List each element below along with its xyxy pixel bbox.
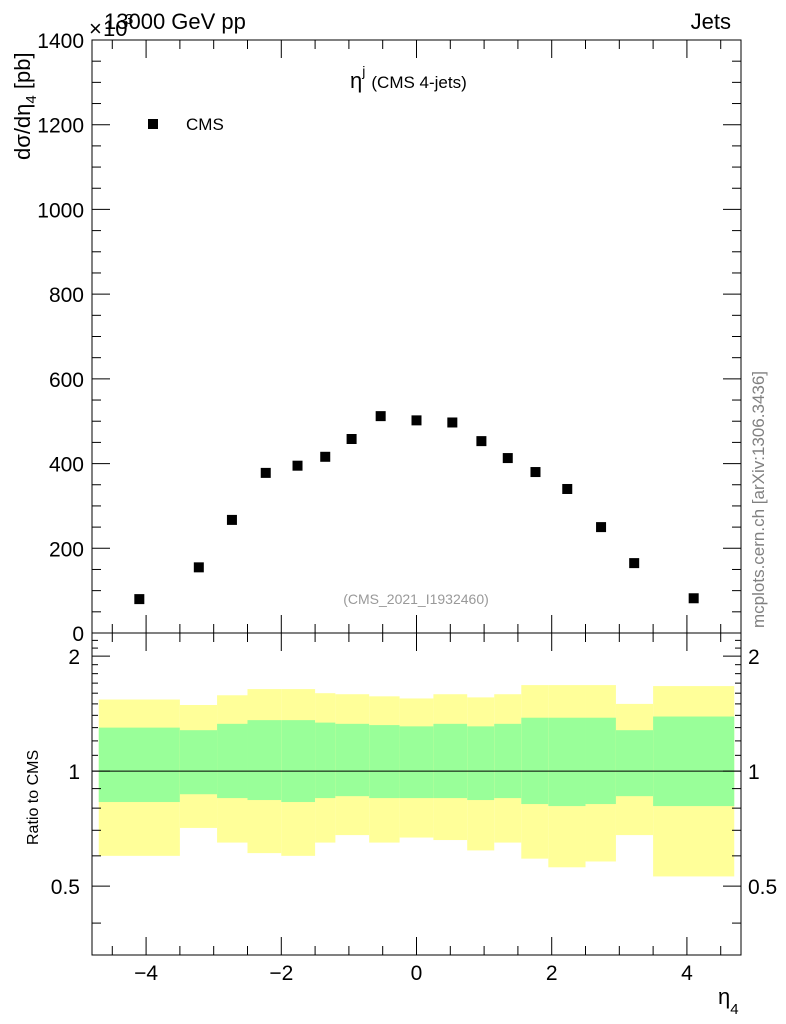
data-point <box>346 434 357 445</box>
data-point <box>292 460 303 471</box>
data-point <box>134 594 145 605</box>
inner-band-bin <box>315 722 336 799</box>
x-axis-label: η4 <box>718 984 739 1018</box>
inner-band-bin <box>585 717 616 805</box>
y-tick-label: 600 <box>49 369 84 392</box>
data-point <box>193 562 204 573</box>
inner-band-bin <box>247 720 282 801</box>
x-tick-label: 2 <box>546 962 558 985</box>
data-point <box>447 417 458 428</box>
inner-band-bin <box>217 723 248 799</box>
y-tick-label: 200 <box>49 538 84 561</box>
data-point <box>502 453 513 464</box>
ratio-y-tick-label-right: 2 <box>748 646 760 669</box>
data-point <box>688 593 699 604</box>
y-tick-label: 1400 <box>37 30 84 53</box>
main-ticks: 0 200 400 600 800 1000 1200 1400 <box>37 30 741 646</box>
plot-title: ηj(CMS 4-jets) <box>350 63 467 93</box>
header-energy: 13000 GeV pp <box>104 9 246 34</box>
ratio-y-tick-label: 1 <box>68 761 80 784</box>
header-category: Jets <box>691 9 731 34</box>
data-point <box>260 467 271 478</box>
watermark: mcplots.cern.ch [arXiv:1306.3436] <box>749 371 768 628</box>
data-point <box>562 483 573 494</box>
legend-marker <box>148 119 158 129</box>
inner-band-bin <box>281 720 316 803</box>
ratio-bands <box>98 685 735 877</box>
main-points <box>134 411 699 605</box>
ratio-y-tick-label: 0.5 <box>51 876 80 899</box>
data-point <box>375 411 386 422</box>
x-tick-label: 0 <box>411 962 423 985</box>
y-multiplier: × 10 3 <box>89 11 133 41</box>
analysis-label: (CMS_2021_I1932460) <box>343 591 489 607</box>
data-point <box>476 436 487 447</box>
inner-band-bin <box>494 723 522 799</box>
inner-band-bin <box>653 716 735 807</box>
inner-band-bin <box>335 723 370 797</box>
inner-band-bin <box>467 726 495 801</box>
ratio-y-axis-label: Ratio to CMS <box>25 750 42 845</box>
top-y-axis-label: dσ/dη4 [pb] <box>10 52 40 160</box>
ratio-panel: −4 −2 0 2 4 0.5 0.5 1 1 2 2 <box>51 632 777 985</box>
data-point <box>226 514 237 525</box>
ratio-y-tick-label-right: 1 <box>748 761 760 784</box>
x-tick-label: 4 <box>681 962 693 985</box>
y-tick-label: 0 <box>72 623 84 646</box>
y-tick-label: 1200 <box>37 115 84 138</box>
data-point <box>596 522 607 533</box>
ratio-y-tick-label-right: 0.5 <box>748 876 777 899</box>
x-tick-label: −4 <box>134 962 158 985</box>
inner-band-bin <box>433 723 468 799</box>
ratio-y-tick-label: 2 <box>68 646 80 669</box>
data-point <box>629 558 640 569</box>
inner-band-bin <box>179 730 218 795</box>
legend-label: CMS <box>186 115 224 134</box>
x-tick-label: −2 <box>269 962 293 985</box>
data-point <box>530 467 541 478</box>
data-point <box>320 451 331 462</box>
y-multiplier-exp: 3 <box>125 11 133 28</box>
ratio-ticks: −4 −2 0 2 4 0.5 0.5 1 1 2 2 <box>51 633 777 985</box>
inner-band-bin <box>548 717 586 807</box>
inner-band-bin <box>369 725 400 799</box>
y-tick-label: 1000 <box>37 199 84 222</box>
main-panel: 0 200 400 600 800 1000 1200 1400 ηj(CMS 4-jets)… <box>37 30 742 646</box>
y-multiplier-base: 10 <box>103 16 127 41</box>
data-point <box>411 415 422 426</box>
y-multiplier-times: × <box>89 16 102 41</box>
inner-band-bin <box>399 726 434 799</box>
inner-band-bin <box>98 727 180 803</box>
inner-band-bin <box>521 717 549 805</box>
inner-band-bin <box>615 730 654 797</box>
y-tick-label: 800 <box>49 284 84 307</box>
y-tick-label: 400 <box>49 454 84 477</box>
